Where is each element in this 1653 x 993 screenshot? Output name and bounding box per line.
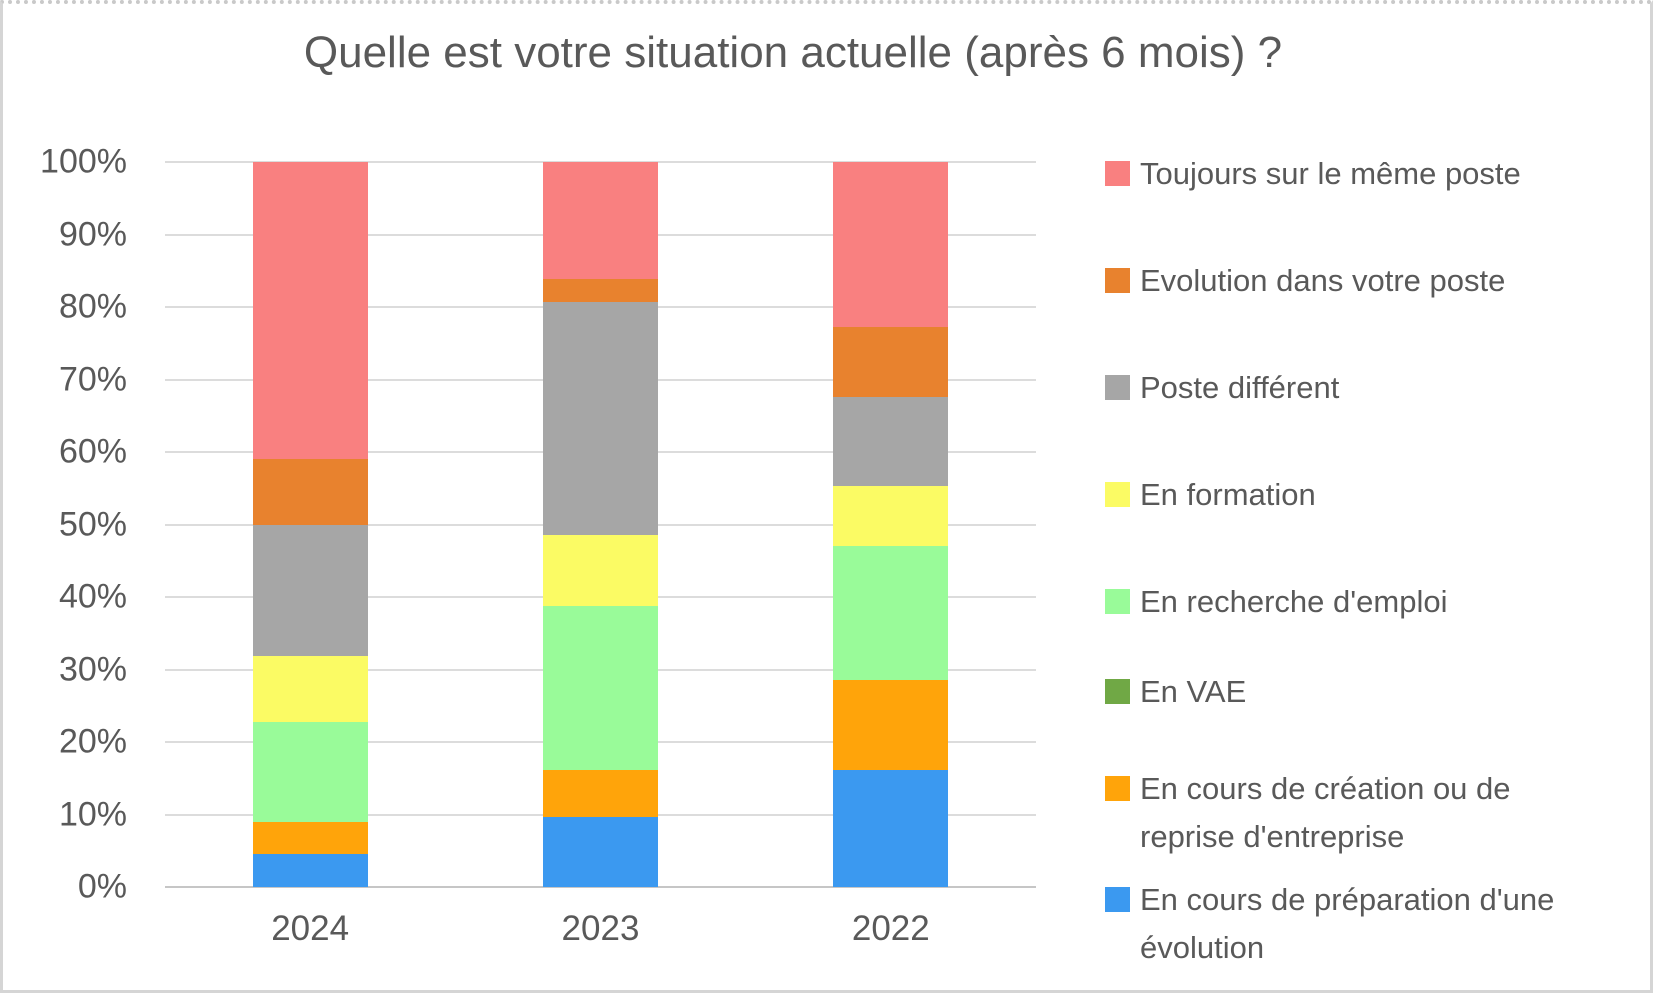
bar-segment xyxy=(833,326,949,397)
legend-item: Toujours sur le même poste xyxy=(1105,154,1650,194)
x-axis-line xyxy=(165,886,1036,888)
bar-segment xyxy=(833,546,949,681)
legend-item: En formation xyxy=(1105,475,1650,515)
bar-segment xyxy=(542,816,658,887)
bar-segment xyxy=(252,524,368,657)
legend: Toujours sur le même poste Evolution dans… xyxy=(1105,154,1650,972)
legend-item: Evolution dans votre poste xyxy=(1105,261,1650,301)
legend-item: Poste différent xyxy=(1105,368,1650,408)
legend-swatch-icon xyxy=(1105,268,1130,293)
y-axis-tick-label: 20% xyxy=(58,722,127,761)
bar-segment xyxy=(542,605,658,770)
bar-segment xyxy=(833,162,949,327)
legend-swatch-icon xyxy=(1105,679,1130,704)
legend-item: En cours de préparation d'une évolution xyxy=(1105,876,1650,972)
x-axis: 2024 2023 2022 xyxy=(165,909,1036,949)
bar-segment xyxy=(252,854,368,887)
legend-label: En formation xyxy=(1140,477,1316,512)
y-axis-tick-label: 40% xyxy=(58,577,127,616)
y-axis-tick-label: 70% xyxy=(58,360,127,398)
bar-segment xyxy=(542,535,658,606)
legend-label: En cours de création ou de reprise d'ent… xyxy=(1140,771,1511,854)
legend-label: Toujours sur le même poste xyxy=(1140,156,1521,191)
stacked-bar-2023 xyxy=(542,162,658,887)
legend-label: Poste différent xyxy=(1140,370,1340,405)
stacked-bar-2022 xyxy=(833,162,949,887)
bar-segment xyxy=(833,396,949,487)
bar-segment xyxy=(542,769,658,817)
y-axis: 0% 10% 20% 30% 40% 50% 60% 70% 80% 90% 100% xyxy=(23,143,127,906)
gridline xyxy=(165,161,1036,163)
bar-slot-2023 xyxy=(455,162,745,887)
y-axis-tick-label: 100% xyxy=(40,142,127,181)
bar-slot-2024 xyxy=(165,162,455,887)
y-axis-tick-label: 80% xyxy=(58,287,127,326)
y-axis-tick-label: 90% xyxy=(58,215,127,253)
x-axis-label-2024: 2024 xyxy=(271,909,350,948)
bar-segment xyxy=(252,722,368,822)
legend-label: Evolution dans votre poste xyxy=(1140,263,1506,298)
legend-item: En recherche d'emploi xyxy=(1105,582,1650,622)
y-axis-tick-label: 60% xyxy=(58,432,127,471)
x-axis-label-2023: 2023 xyxy=(561,909,640,948)
legend-item: En cours de création ou de reprise d'ent… xyxy=(1105,765,1650,861)
bar-segment xyxy=(542,162,658,279)
y-axis-tick-label: 50% xyxy=(58,505,127,543)
bar-segment xyxy=(833,680,949,770)
bar-segment xyxy=(252,656,368,723)
bar-segment xyxy=(252,821,368,855)
bars-layer xyxy=(165,162,1036,887)
chart-title: Quelle est votre situation actuelle (apr… xyxy=(303,28,1283,77)
y-axis-tick-label: 0% xyxy=(77,867,127,906)
bar-segment xyxy=(542,278,658,302)
bar-segment xyxy=(833,769,949,887)
legend-swatch-icon xyxy=(1105,589,1130,614)
legend-label: En VAE xyxy=(1140,674,1247,709)
x-axis-label-2022: 2022 xyxy=(851,909,930,948)
legend-swatch-icon xyxy=(1105,776,1130,801)
bar-segment xyxy=(252,162,368,459)
legend-swatch-icon xyxy=(1105,482,1130,507)
legend-swatch-icon xyxy=(1105,887,1130,912)
bar-segment xyxy=(542,301,658,536)
y-axis-tick-label: 30% xyxy=(58,650,127,688)
legend-swatch-icon xyxy=(1105,375,1130,400)
bars-row xyxy=(165,162,1036,887)
y-axis-tick-label: 10% xyxy=(58,795,127,833)
legend-label: En cours de préparation d'une évolution xyxy=(1140,882,1555,965)
bar-slot-2022 xyxy=(746,162,1036,887)
plot-area xyxy=(165,161,1036,888)
legend-item: En VAE xyxy=(1105,672,1650,712)
bar-segment xyxy=(833,486,949,547)
legend-swatch-icon xyxy=(1105,161,1130,186)
stacked-bar-2024 xyxy=(252,162,368,887)
legend-label: En recherche d'emploi xyxy=(1140,584,1448,619)
bar-segment xyxy=(252,458,368,525)
